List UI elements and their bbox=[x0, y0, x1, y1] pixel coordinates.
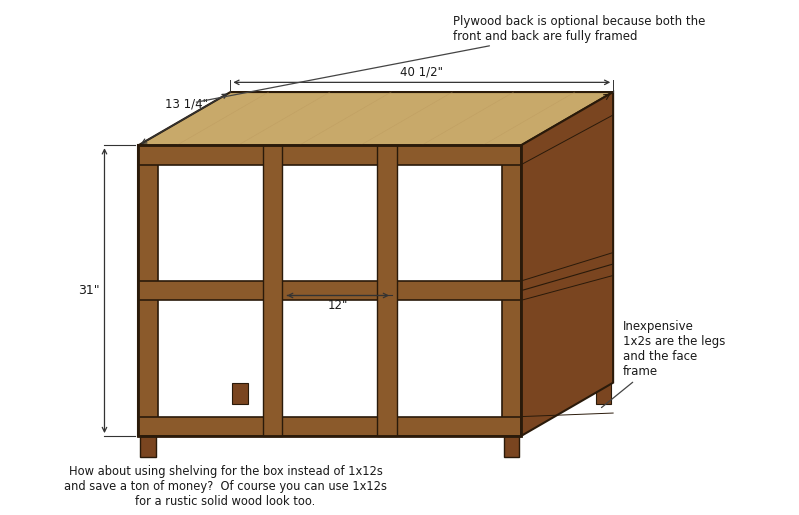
Polygon shape bbox=[427, 286, 514, 406]
Polygon shape bbox=[387, 286, 427, 417]
Polygon shape bbox=[387, 150, 427, 281]
Polygon shape bbox=[157, 150, 198, 281]
Bar bbox=[263, 145, 282, 436]
Polygon shape bbox=[313, 150, 400, 271]
Text: 13 1/4": 13 1/4" bbox=[165, 98, 208, 111]
Polygon shape bbox=[272, 271, 400, 281]
Bar bbox=[387, 165, 502, 281]
Polygon shape bbox=[233, 383, 248, 404]
Polygon shape bbox=[157, 286, 198, 417]
Polygon shape bbox=[387, 271, 514, 281]
Polygon shape bbox=[198, 150, 284, 271]
Polygon shape bbox=[596, 383, 611, 404]
Polygon shape bbox=[272, 406, 400, 417]
Polygon shape bbox=[272, 271, 400, 281]
Polygon shape bbox=[272, 150, 313, 281]
Polygon shape bbox=[198, 286, 284, 406]
Polygon shape bbox=[157, 406, 284, 417]
Text: How about using shelving for the box instead of 1x12s
and save a ton of money?  : How about using shelving for the box ins… bbox=[64, 465, 387, 508]
Polygon shape bbox=[313, 286, 400, 406]
Bar bbox=[138, 145, 521, 165]
Polygon shape bbox=[138, 92, 613, 145]
Bar bbox=[503, 436, 519, 457]
Text: Plywood back is optional because both the
front and back are fully framed: Plywood back is optional because both th… bbox=[197, 14, 706, 102]
Bar bbox=[138, 281, 521, 300]
Text: Inexpensive
1x2s are the legs
and the face
frame: Inexpensive 1x2s are the legs and the fa… bbox=[602, 320, 725, 407]
Polygon shape bbox=[387, 150, 427, 281]
Polygon shape bbox=[157, 406, 284, 417]
Bar bbox=[272, 300, 387, 417]
Polygon shape bbox=[313, 286, 400, 406]
Polygon shape bbox=[521, 92, 613, 436]
Bar bbox=[502, 145, 521, 436]
Bar bbox=[138, 417, 521, 436]
Bar bbox=[138, 145, 521, 436]
Polygon shape bbox=[272, 286, 313, 417]
Bar bbox=[272, 165, 387, 281]
Polygon shape bbox=[387, 271, 514, 281]
Polygon shape bbox=[198, 150, 284, 271]
Polygon shape bbox=[313, 150, 400, 271]
Polygon shape bbox=[387, 286, 427, 417]
Polygon shape bbox=[427, 150, 514, 271]
Polygon shape bbox=[427, 286, 514, 406]
Polygon shape bbox=[157, 150, 198, 281]
Polygon shape bbox=[272, 286, 313, 417]
Bar bbox=[141, 436, 156, 457]
Polygon shape bbox=[157, 271, 284, 281]
Text: 12": 12" bbox=[328, 299, 348, 313]
Polygon shape bbox=[138, 408, 535, 417]
Polygon shape bbox=[198, 286, 284, 406]
Polygon shape bbox=[387, 406, 514, 417]
Bar bbox=[157, 300, 272, 417]
Bar bbox=[157, 165, 272, 281]
Bar bbox=[387, 300, 502, 417]
Bar bbox=[138, 145, 521, 436]
Polygon shape bbox=[427, 150, 514, 271]
Bar bbox=[138, 145, 157, 436]
Polygon shape bbox=[157, 286, 198, 417]
Bar bbox=[377, 145, 397, 436]
Polygon shape bbox=[272, 406, 400, 417]
Polygon shape bbox=[157, 271, 284, 281]
Polygon shape bbox=[138, 273, 535, 281]
Polygon shape bbox=[387, 406, 514, 417]
Text: 40 1/2": 40 1/2" bbox=[400, 65, 443, 78]
Text: 31": 31" bbox=[78, 284, 100, 297]
Polygon shape bbox=[272, 150, 313, 281]
